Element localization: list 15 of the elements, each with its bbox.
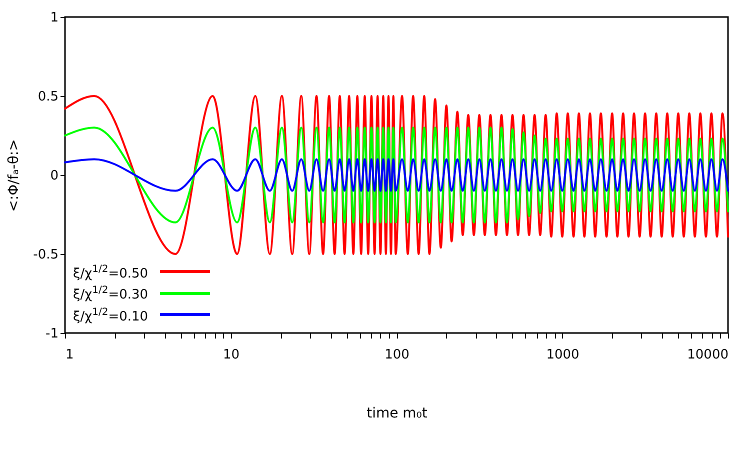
legend-label: ξ/χ$^{1/2}$=0.30 (73, 284, 148, 304)
x-tick-label: 1000 (546, 348, 580, 362)
legend-label: ξ/χ$^{1/2}$=0.10 (73, 306, 148, 325)
x-tick-label: 10000 (687, 348, 728, 362)
x-tick-label: 1 (66, 348, 74, 362)
y-tick-label: 0 (50, 168, 58, 184)
y-axis-title: <:Φ/fₐ-θ:> (6, 139, 22, 212)
y-tick-label: -0.5 (33, 248, 58, 262)
legend-label: ξ/χ$^{1/2}$=0.50 (73, 263, 148, 282)
x-tick-label: 100 (384, 348, 410, 362)
y-tick-label: -1 (46, 326, 58, 342)
x-tick-label: 10 (222, 348, 240, 362)
y-tick-label: 1 (50, 10, 58, 26)
x-axis-title: time m₀t (366, 406, 428, 422)
y-tick-label: 0.5 (38, 90, 58, 104)
